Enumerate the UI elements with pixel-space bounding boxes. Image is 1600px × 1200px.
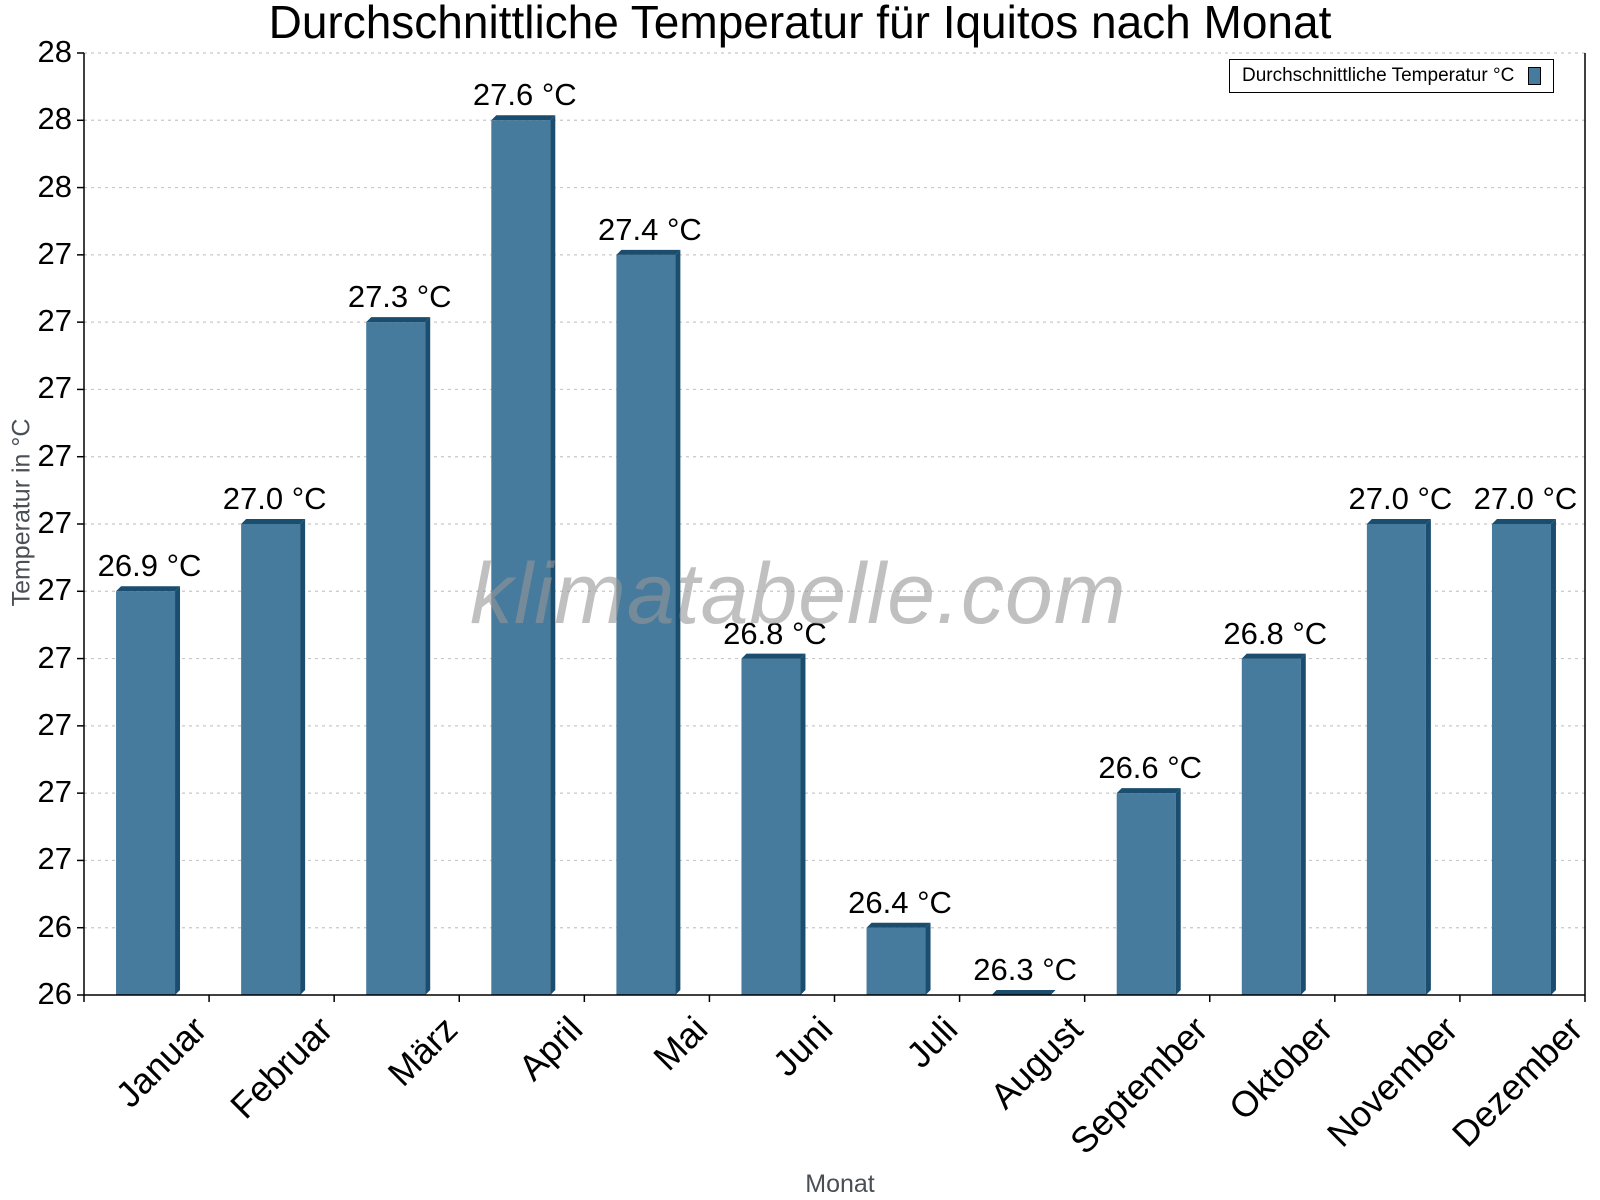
bar-value-label: 26.8 °C — [723, 615, 827, 651]
y-tick-label: 27 — [37, 370, 72, 406]
gridlines — [84, 52, 1585, 929]
y-tick-label: 27 — [37, 437, 72, 473]
bar-value-label: 26.8 °C — [1223, 615, 1328, 651]
y-tick-label: 28 — [37, 168, 72, 204]
bar-value-label: 27.4 °C — [598, 211, 702, 247]
bar-april — [491, 115, 556, 996]
bar-august — [991, 990, 1056, 995]
y-tick-label: 27 — [37, 639, 72, 675]
bar-value-label: 26.3 °C — [973, 952, 1077, 987]
y-axis-title: Temperatur in °C — [7, 418, 36, 607]
x-axis-title: Monat — [805, 1170, 875, 1198]
bar-dezember — [1491, 519, 1556, 995]
watermark: klimatabelle.com — [470, 546, 1127, 642]
bar-value-label: 26.6 °C — [1098, 750, 1203, 786]
chart-title: Durchschnittliche Temperatur für Iquitos… — [268, 0, 1332, 48]
bar-value-label: 26.9 °C — [97, 548, 202, 584]
bar-value-label: 27.0 °C — [222, 481, 327, 516]
bar-value-label: 27.0 °C — [1473, 481, 1578, 516]
y-tick-label: 27 — [37, 505, 72, 540]
legend-swatch-icon — [1528, 67, 1542, 85]
axes — [77, 52, 1586, 1002]
y-tick-label: 26 — [37, 976, 72, 1011]
bar-november — [1366, 519, 1431, 995]
y-tick-label: 27 — [37, 303, 72, 339]
bar-value-label: 27.0 °C — [1348, 481, 1453, 516]
y-tick-label: 27 — [37, 841, 72, 877]
bar-februar — [241, 519, 306, 995]
y-tick-label: 27 — [37, 774, 72, 810]
y-tick-label: 27 — [37, 706, 72, 742]
bar-value-label: 27.6 °C — [472, 77, 577, 113]
y-tick-label: 28 — [37, 101, 72, 137]
bar-september — [1116, 788, 1181, 995]
bars — [116, 115, 1556, 996]
bar-oktober — [1241, 653, 1306, 995]
y-tick-label: 27 — [37, 235, 72, 271]
y-tick-label: 28 — [37, 34, 72, 69]
y-tick-label: 26 — [37, 908, 72, 944]
bar-juli — [866, 922, 931, 995]
bar-mai — [616, 249, 681, 995]
bar-value-label: 26.4 °C — [848, 884, 952, 920]
legend-label: Durchschnittliche Temperatur °C — [1242, 65, 1515, 86]
y-tick-label: 27 — [37, 572, 72, 608]
legend: Durchschnittliche Temperatur °C — [1229, 59, 1555, 93]
bar-märz — [366, 317, 431, 996]
bar-value-label: 27.3 °C — [347, 279, 452, 315]
bar-januar — [116, 586, 181, 995]
bar-juni — [741, 653, 806, 995]
